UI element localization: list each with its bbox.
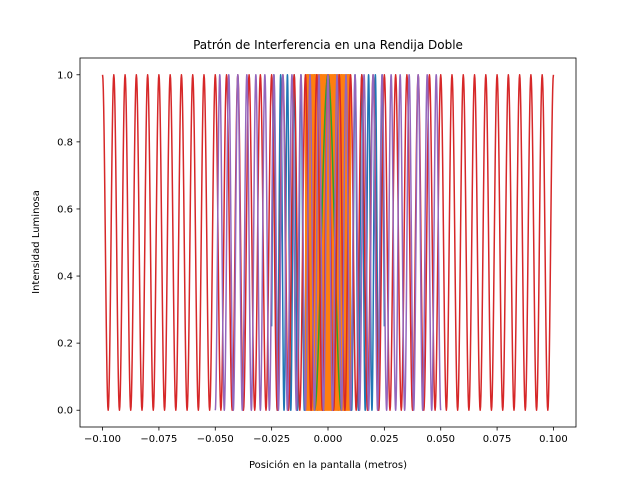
- series-line-5: [214, 74, 442, 411]
- y-tick-label: 0.6: [57, 204, 73, 215]
- y-axis-label: Intensidad Luminosa: [31, 190, 42, 294]
- x-tick-label: 0.000: [314, 434, 343, 445]
- x-tick-label: 0.025: [370, 434, 399, 445]
- y-tick-label: 0.2: [57, 339, 73, 350]
- y-tick-label: 0.4: [57, 272, 73, 283]
- y-tick-label: 0.0: [57, 406, 73, 417]
- y-tick-label: 0.8: [57, 137, 73, 148]
- y-axis-ticks: 0.0 0.2 0.4 0.6 0.8 1.0: [57, 70, 80, 417]
- y-tick-label: 1.0: [57, 70, 73, 81]
- plot-lines: [101, 74, 555, 411]
- x-tick-label: −0.075: [140, 434, 177, 445]
- chart-title: Patrón de Interferencia en una Rendija D…: [193, 38, 463, 52]
- x-tick-label: 0.050: [426, 434, 455, 445]
- x-axis-ticks: −0.100 −0.075 −0.050 −0.025 0.000 0.025 0.050 0…: [84, 427, 568, 445]
- x-tick-label: −0.025: [253, 434, 290, 445]
- x-tick-label: −0.100: [84, 434, 121, 445]
- x-tick-label: 0.100: [539, 434, 568, 445]
- x-axis-label: Posición en la pantalla (metros): [249, 459, 407, 471]
- x-tick-label: −0.050: [197, 434, 234, 445]
- x-tick-label: 0.075: [483, 434, 512, 445]
